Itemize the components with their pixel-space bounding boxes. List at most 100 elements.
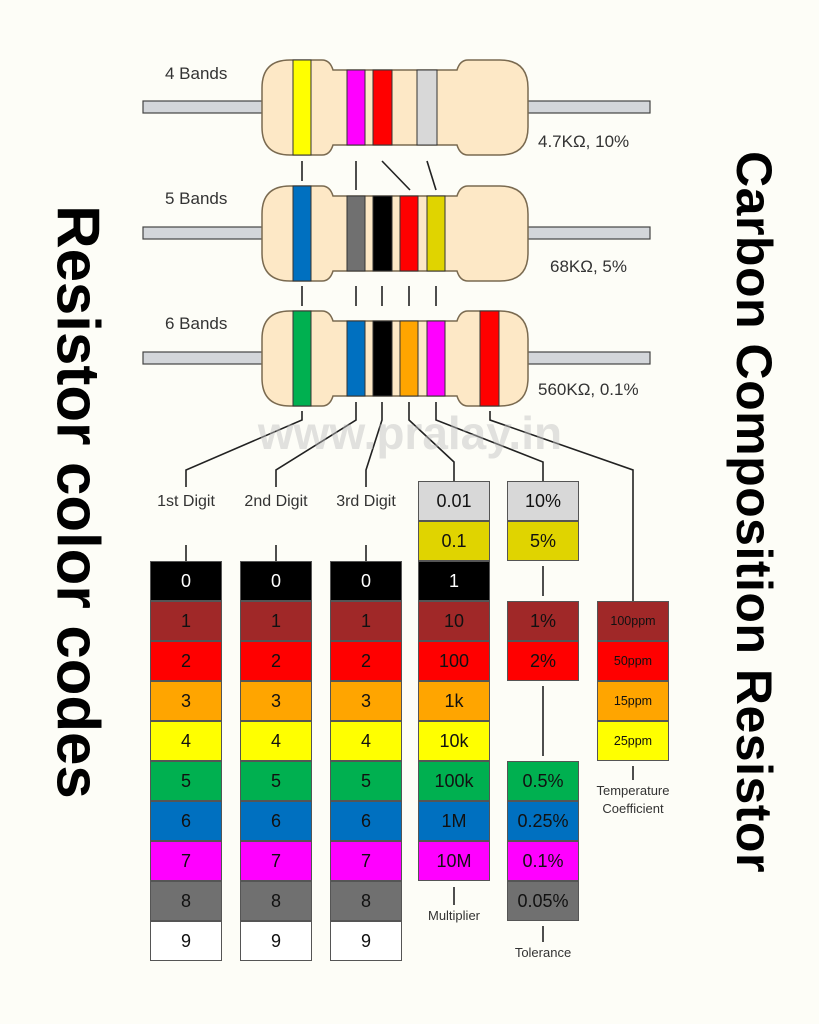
- color-band: [399, 320, 419, 397]
- color-band: [292, 310, 312, 407]
- color-band: [426, 320, 446, 397]
- digit2-cell-white: 9: [240, 921, 312, 961]
- color-band: [346, 69, 366, 146]
- tolerance-cell-brown: 1%: [507, 601, 579, 641]
- label-tolerance: Tolerance: [514, 945, 572, 960]
- temperature-cell-yellow: 25ppm: [597, 721, 669, 761]
- digit1-cell-gray: 8: [150, 881, 222, 921]
- label-multiplier: Multiplier: [427, 908, 480, 923]
- label-4-bands: 4 Bands: [165, 64, 228, 83]
- multiplier-cell-gold: 0.1: [418, 521, 490, 561]
- color-band: [399, 195, 419, 272]
- multiplier-cell-silver: 0.01: [418, 481, 490, 521]
- digit1-cell-yellow: 4: [150, 721, 222, 761]
- multiplier-cell-blue: 1M: [418, 801, 490, 841]
- digit3-cell-yellow: 4: [330, 721, 402, 761]
- resistor-body: [261, 185, 529, 282]
- multiplier-cell-yellow: 10k: [418, 721, 490, 761]
- digit2-cell-yellow: 4: [240, 721, 312, 761]
- digit3-cell-orange: 3: [330, 681, 402, 721]
- tolerance-cell-silver: 10%: [507, 481, 579, 521]
- lead-right: [525, 351, 651, 365]
- tolerance-cell-gold: 5%: [507, 521, 579, 561]
- tolerance-cell-gray: 0.05%: [507, 881, 579, 921]
- connector-line-1st-digit: [185, 411, 303, 487]
- lead-left: [142, 351, 266, 365]
- digit3-cell-white: 9: [330, 921, 402, 961]
- tolerance-cell-red: 2%: [507, 641, 579, 681]
- tolerance-cell-violet: 0.1%: [507, 841, 579, 881]
- color-band: [346, 320, 366, 397]
- label-5-bands: 5 Bands: [165, 189, 228, 208]
- color-band: [426, 195, 446, 272]
- digit2-cell-violet: 7: [240, 841, 312, 881]
- lead-left: [142, 226, 266, 240]
- label-6-bands: 6 Bands: [165, 314, 228, 333]
- lead-right: [525, 226, 651, 240]
- digit3-cell-red: 2: [330, 641, 402, 681]
- digit3-cell-blue: 6: [330, 801, 402, 841]
- color-band: [372, 195, 393, 272]
- connector-line-multiplier: [408, 402, 455, 481]
- label-1st-digit: 1st Digit: [157, 493, 215, 510]
- value-5-band: 68KΩ, 5%: [550, 257, 627, 276]
- color-band: [292, 185, 312, 282]
- temperature-cell-brown: 100ppm: [597, 601, 669, 641]
- resistor-body: [261, 59, 529, 156]
- resistor-body: [261, 310, 529, 407]
- multiplier-cell-brown: 10: [418, 601, 490, 641]
- digit3-cell-brown: 1: [330, 601, 402, 641]
- digit3-cell-black: 0: [330, 561, 402, 601]
- digit2-cell-gray: 8: [240, 881, 312, 921]
- label-temperature-coefficient: Temperature Coefficient: [573, 782, 693, 818]
- connector-line-temperature: [489, 411, 634, 601]
- value-4-band: 4.7KΩ, 10%: [538, 132, 630, 151]
- temperature-cell-orange: 15ppm: [597, 681, 669, 721]
- color-band: [372, 320, 393, 397]
- digit2-cell-orange: 3: [240, 681, 312, 721]
- digit1-cell-violet: 7: [150, 841, 222, 881]
- digit1-cell-green: 5: [150, 761, 222, 801]
- watermark: www.pralay.in: [257, 407, 563, 459]
- lead-right: [525, 100, 651, 114]
- tolerance-cell-green: 0.5%: [507, 761, 579, 801]
- label-coefficient: Coefficient: [602, 801, 664, 816]
- multiplier-cell-black: 1: [418, 561, 490, 601]
- label-2nd-digit: 2nd Digit: [244, 493, 308, 510]
- digit2-cell-green: 5: [240, 761, 312, 801]
- color-band: [346, 195, 366, 272]
- title-resistor-color-codes: Resistor color codes: [44, 205, 112, 799]
- multiplier-cell-green: 100k: [418, 761, 490, 801]
- lead-left: [142, 100, 266, 114]
- temperature-cell-red: 50ppm: [597, 641, 669, 681]
- multiplier-cell-violet: 10M: [418, 841, 490, 881]
- multiplier-cell-red: 100: [418, 641, 490, 681]
- connector-line-2nd-digit: [275, 402, 357, 487]
- color-band: [416, 69, 438, 146]
- digit3-cell-gray: 8: [330, 881, 402, 921]
- digit2-cell-blue: 6: [240, 801, 312, 841]
- color-band: [292, 59, 312, 156]
- digit2-cell-red: 2: [240, 641, 312, 681]
- connector-line: [381, 160, 411, 191]
- digit1-cell-white: 9: [150, 921, 222, 961]
- label-temperature: Temperature: [596, 783, 670, 798]
- multiplier-cell-orange: 1k: [418, 681, 490, 721]
- digit3-cell-green: 5: [330, 761, 402, 801]
- digit3-cell-violet: 7: [330, 841, 402, 881]
- digit1-cell-red: 2: [150, 641, 222, 681]
- digit1-cell-orange: 3: [150, 681, 222, 721]
- tolerance-cell-blue: 0.25%: [507, 801, 579, 841]
- digit1-cell-black: 0: [150, 561, 222, 601]
- value-6-band: 560KΩ, 0.1%: [538, 380, 639, 399]
- digit2-cell-brown: 1: [240, 601, 312, 641]
- color-band: [479, 310, 500, 407]
- digit2-cell-black: 0: [240, 561, 312, 601]
- title-carbon-composition-resistor: Carbon Composition Resistor: [726, 151, 782, 873]
- digit1-cell-brown: 1: [150, 601, 222, 641]
- connector-line-tolerance: [435, 402, 544, 481]
- color-band: [372, 69, 393, 146]
- connector-line-3rd-digit: [365, 402, 383, 487]
- connector-line: [426, 160, 437, 191]
